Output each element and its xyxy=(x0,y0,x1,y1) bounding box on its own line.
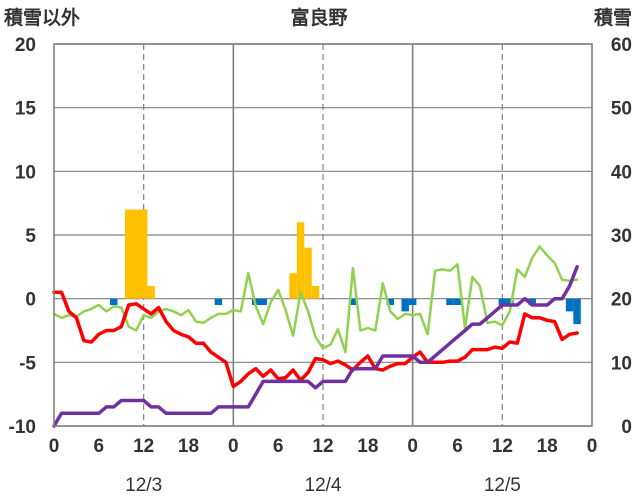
x-tick-label: 0 xyxy=(228,436,239,457)
date-label: 12/5 xyxy=(484,475,521,496)
right-axis-label: 積雪 xyxy=(594,6,632,29)
lines-layer xyxy=(52,245,579,428)
change-bar xyxy=(573,298,581,325)
right-tick-label: 30 xyxy=(611,226,632,247)
left-tick-labels: 20 15 10 5 0 -5 -10 xyxy=(9,35,37,438)
left-axis-label: 積雪以外 xyxy=(4,6,80,29)
snowfall-bar xyxy=(147,285,155,299)
x-tick-label: 12 xyxy=(492,436,513,457)
snowfall-bar xyxy=(296,222,305,299)
left-tick-label: 20 xyxy=(15,35,36,56)
snow_depth-line xyxy=(52,265,579,428)
change-bar xyxy=(401,298,409,312)
x-tick-label: 6 xyxy=(94,436,105,457)
x-tick-label: 6 xyxy=(452,436,463,457)
snowfall-bar xyxy=(311,285,320,299)
date-label: 12/3 xyxy=(125,475,162,496)
left-tick-label: -10 xyxy=(9,417,36,438)
x-tick-label: 0 xyxy=(407,436,418,457)
right-tick-labels: 60 50 40 30 20 10 0 xyxy=(611,35,632,438)
right-tick-label: 20 xyxy=(611,290,632,311)
change-bar xyxy=(446,298,454,306)
bars-layer xyxy=(110,209,581,325)
x-tick-label: 12 xyxy=(133,436,154,457)
left-tick-label: 10 xyxy=(15,162,36,183)
left-tick-label: 15 xyxy=(15,99,37,120)
change-bar xyxy=(498,298,507,306)
temperature_2-line xyxy=(52,245,579,354)
chart-title: 富良野 xyxy=(290,6,347,29)
left-tick-label: 5 xyxy=(25,226,36,247)
change-bar xyxy=(386,298,394,306)
left-tick-label: 0 xyxy=(25,290,36,311)
right-tick-label: 50 xyxy=(611,99,632,120)
x-tick-label: 18 xyxy=(178,436,199,457)
date-label: 12/4 xyxy=(305,475,342,496)
change-bar xyxy=(453,298,462,306)
right-tick-label: 60 xyxy=(611,35,632,56)
x-tick-labels: 0 6 12 18 0 6 12 18 0 6 12 18 0 xyxy=(49,436,598,457)
change-bar xyxy=(259,298,267,306)
snowfall-bar xyxy=(132,209,140,299)
right-tick-label: 40 xyxy=(611,162,632,183)
plot-border-layer xyxy=(53,43,593,427)
snowfall-bar xyxy=(304,247,312,299)
change-bar xyxy=(565,298,574,312)
temperature-line xyxy=(52,290,579,389)
change-bar xyxy=(349,298,357,306)
snowfall-bar xyxy=(124,209,133,299)
left-tick-label: -5 xyxy=(19,353,36,374)
right-tick-label: 10 xyxy=(611,353,632,374)
x-tick-label: 12 xyxy=(312,436,333,457)
change-bar xyxy=(214,298,223,306)
plot-border xyxy=(53,43,593,427)
x-tick-label: 0 xyxy=(49,436,60,457)
snowfall-bar xyxy=(139,209,148,299)
x-tick-label: 0 xyxy=(587,436,598,457)
change-bar xyxy=(408,298,417,306)
date-labels: 12/3 12/4 12/5 xyxy=(125,475,521,496)
change-bar xyxy=(110,298,118,306)
right-tick-label: 0 xyxy=(621,417,632,438)
change-bar xyxy=(528,298,536,306)
change-bar xyxy=(506,298,514,306)
x-tick-label: 18 xyxy=(357,436,378,457)
x-tick-label: 18 xyxy=(537,436,558,457)
snowfall-bar xyxy=(289,273,297,299)
x-tick-label: 6 xyxy=(273,436,284,457)
